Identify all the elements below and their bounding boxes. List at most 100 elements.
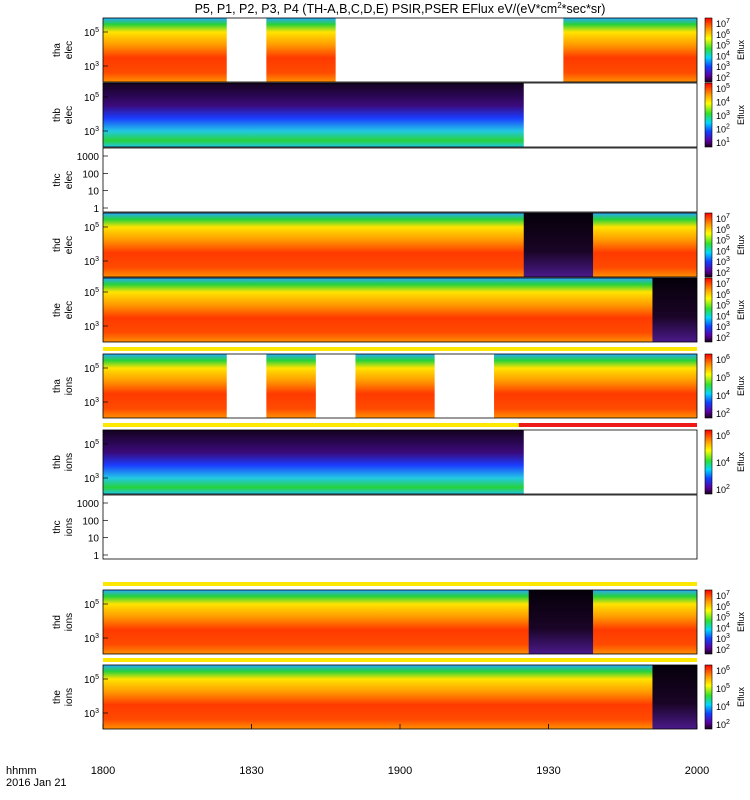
x-tick-label-1: 1830 <box>239 765 263 777</box>
colorbar-tick-tha-elec-3: 104 <box>716 50 730 61</box>
colorbar-tick-tha-elec-1: 106 <box>716 29 730 40</box>
colorbar-tick-the-ions-2: 104 <box>716 701 730 712</box>
colorbar-tick-tha-elec-2: 105 <box>716 40 730 51</box>
colorbar-tick-thb-ions-1: 104 <box>716 457 730 468</box>
panel-label-thd-ions-1: ions <box>64 613 75 631</box>
data-gap-tha-ions-0 <box>226 354 267 418</box>
colorbar-tick-thd-ions-0: 107 <box>716 590 730 601</box>
colorbar-tick-thd-ions-1: 106 <box>716 601 730 612</box>
colorbar-thd-ions <box>704 589 713 655</box>
spectrogram-tha-ions <box>103 354 697 418</box>
y-tick-thc-elec-0: 1000 <box>77 152 100 163</box>
panel-thc-ions: 1000 100 10 1 thc ions <box>52 494 698 562</box>
colorbar-the-ions <box>704 664 713 730</box>
colorbar-tick-thd-ions-5: 102 <box>716 644 730 655</box>
colorbar-tha-elec <box>704 17 713 83</box>
colorbar-label-thd-ions: Eflux <box>736 611 746 632</box>
y-tick-thb-elec-0: 105 <box>84 92 99 104</box>
colorbar-thb-ions <box>704 429 713 495</box>
spectrogram-thd-elec <box>103 213 697 277</box>
y-tick-thd-elec-1: 103 <box>84 256 99 268</box>
y-tick-thc-ions-2: 10 <box>88 534 100 545</box>
low-flux-region-the-elec-0 <box>652 278 697 342</box>
frame-thb-elec <box>102 82 698 148</box>
x-tick-label-0: 1800 <box>91 765 115 777</box>
y-tick-tha-ions-1: 103 <box>84 397 99 409</box>
y-tick-thc-elec-2: 10 <box>88 187 100 198</box>
panel-label-thc-elec-1: elec <box>64 171 75 189</box>
y-tick-the-ions-0: 105 <box>84 674 99 686</box>
colorbar-tick-thd-ions-3: 104 <box>716 622 730 633</box>
panel-label-the-ions-0: the <box>52 690 63 704</box>
frame-thd-elec <box>102 212 698 278</box>
panel-label-thd-ions-0: thd <box>52 615 63 629</box>
y-tick-the-elec-1: 103 <box>84 321 99 333</box>
x-tick-label-2: 1900 <box>388 765 412 777</box>
colorbar-the-elec <box>704 277 713 343</box>
low-flux-region-the-ions-0 <box>652 665 697 729</box>
colorbar-tick-the-elec-1: 106 <box>716 289 730 300</box>
chart-title: P5, P1, P2, P3, P4 (TH-A,B,C,D,E) PSIR,P… <box>195 1 606 16</box>
y-tick-thd-ions-0: 105 <box>84 599 99 611</box>
colorbar-tick-tha-ions-1: 105 <box>716 372 730 383</box>
status-bar-3-0 <box>103 658 697 662</box>
colorbar-tick-thb-elec-3: 102 <box>716 124 730 135</box>
colorbar-tick-the-ions-0: 106 <box>716 665 730 676</box>
panel-label-thb-ions-0: thb <box>52 455 63 469</box>
colorbar-tick-the-elec-0: 107 <box>716 278 730 289</box>
panel-tha-ions: 106 105 104 102 Eflux 105 103 tha ions <box>52 353 746 419</box>
colorbar-tick-thd-elec-0: 107 <box>716 213 730 224</box>
panel-label-thd-elec-0: thd <box>52 238 63 252</box>
x-axis: 1800 1830 1900 1930 2000 <box>91 724 709 777</box>
frame-thd-ions <box>102 589 698 655</box>
panel-label-thd-elec-1: elec <box>64 236 75 254</box>
x-tick-label-4: 2000 <box>685 765 709 777</box>
colorbar-label-thb-elec: Eflux <box>736 104 746 125</box>
panel-label-tha-ions-0: tha <box>52 379 63 393</box>
colorbar-tick-thd-elec-5: 102 <box>716 267 730 278</box>
panel-label-thb-ions-1: ions <box>64 453 75 471</box>
panel-label-the-ions-1: ions <box>64 688 75 706</box>
data-gap-thb-ions-0 <box>523 430 697 494</box>
colorbar-tha-ions <box>704 353 713 419</box>
y-tick-thd-elec-0: 105 <box>84 222 99 234</box>
frame-thb-ions <box>102 429 698 495</box>
panel-label-tha-elec-0: tha <box>52 43 63 57</box>
y-tick-thd-ions-1: 103 <box>84 633 99 645</box>
colorbar-tick-thd-elec-1: 106 <box>716 224 730 235</box>
colorbar-tick-tha-ions-3: 102 <box>716 408 730 419</box>
y-tick-thc-ions-1: 100 <box>82 516 99 527</box>
colorbar-tick-thd-ions-2: 105 <box>716 612 730 623</box>
status-bar-1-1 <box>518 423 697 427</box>
colorbar-tick-tha-ions-2: 104 <box>716 390 730 401</box>
panel-the-ions: 106 105 104 102 Eflux 105 103 the ions <box>52 664 746 730</box>
data-gap-tha-elec-1 <box>335 18 564 82</box>
colorbar-label-tha-ions: Eflux <box>736 375 746 396</box>
colorbar-tick-the-ions-1: 105 <box>716 683 730 694</box>
colorbar-tick-thb-elec-0: 105 <box>716 83 730 94</box>
panel-label-thc-elec-0: thc <box>52 173 63 186</box>
data-gap-thb-elec-0 <box>523 83 697 147</box>
data-gap-tha-elec-0 <box>226 18 267 82</box>
data-gap-tha-ions-1 <box>315 354 356 418</box>
panel-label-the-elec-1: elec <box>64 301 75 319</box>
spectrogram-thd-ions <box>103 590 697 654</box>
colorbar-tick-the-elec-2: 105 <box>716 300 730 311</box>
y-tick-tha-elec-0: 105 <box>84 27 99 39</box>
y-tick-thc-ions-3: 1 <box>93 551 99 562</box>
colorbar-tick-thd-elec-3: 104 <box>716 245 730 256</box>
panel-label-tha-elec-1: elec <box>64 41 75 59</box>
status-bar-1-0 <box>103 423 519 427</box>
frame-tha-elec <box>102 17 698 83</box>
colorbar-tick-thb-ions-0: 106 <box>716 430 730 441</box>
date-label: 2016 Jan 21 <box>6 777 67 789</box>
colorbar-tick-tha-elec-5: 102 <box>716 72 730 83</box>
panel-label-thb-elec-1: elec <box>64 106 75 124</box>
frame-the-elec <box>102 277 698 343</box>
low-flux-region-thd-ions-0 <box>528 590 594 654</box>
data-gap-tha-ions-2 <box>434 354 495 418</box>
